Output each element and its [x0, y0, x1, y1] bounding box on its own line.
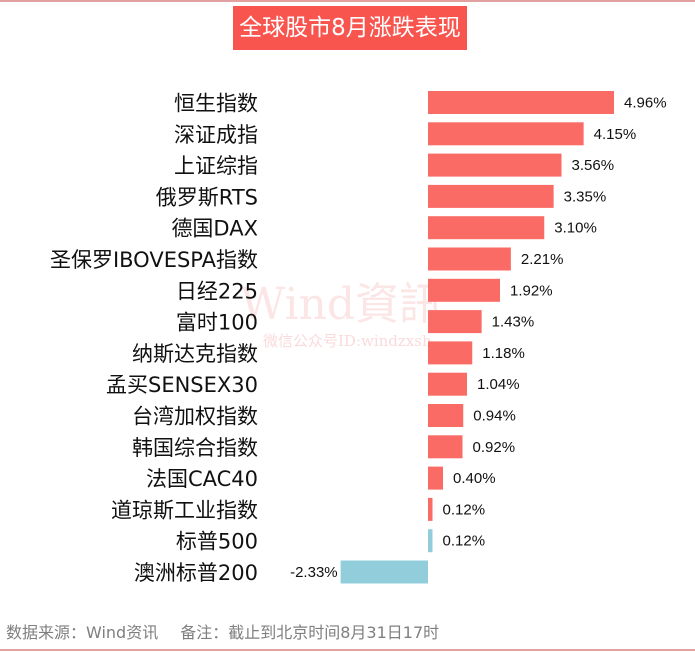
bar	[428, 184, 554, 208]
category-label: 深证成指	[174, 123, 258, 147]
data-label: 1.92%	[510, 282, 553, 299]
data-label: 0.12%	[443, 501, 486, 518]
data-label: 1.04%	[477, 376, 520, 393]
data-label: 3.56%	[572, 157, 615, 174]
category-label: 恒生指数	[174, 92, 258, 116]
chart-title: 全球股市8月涨跌表现	[233, 6, 467, 50]
category-label: 俄罗斯RTS	[156, 185, 258, 209]
watermark-logo: Wind資訊	[240, 279, 444, 330]
category-label: 纳斯达克指数	[132, 342, 258, 366]
bar	[428, 404, 464, 427]
bar	[428, 310, 482, 334]
bar	[428, 529, 433, 553]
data-label: 3.10%	[554, 220, 597, 237]
data-label: 1.18%	[482, 345, 525, 362]
watermark-id: 微信公众号ID:windzxsh	[263, 332, 432, 350]
time-note: 备注：截止到北京时间8月31日17时	[180, 623, 440, 642]
data-label: 3.35%	[564, 188, 607, 205]
category-label: 澳洲标普200	[134, 561, 258, 585]
data-label: 1.43%	[492, 314, 535, 331]
footer: 数据来源：Wind资讯 备注：截止到北京时间8月31日17时	[6, 619, 439, 643]
bar	[428, 341, 473, 365]
category-label: 道琼斯工业指数	[111, 498, 258, 522]
category-label: 台湾加权指数	[132, 405, 258, 429]
category-label: 标普500	[176, 530, 258, 554]
data-label: -2.33%	[290, 564, 338, 581]
category-label: 韩国综合指数	[132, 436, 258, 460]
top-border	[0, 0, 695, 2]
bar	[428, 122, 584, 146]
bar	[340, 560, 428, 584]
bar	[428, 216, 545, 240]
bottom-border	[0, 649, 695, 651]
category-label: 德国DAX	[171, 217, 258, 241]
bar	[428, 466, 443, 490]
data-label: 2.21%	[521, 251, 564, 268]
bar	[428, 153, 562, 177]
data-label: 0.94%	[473, 408, 516, 425]
data-label: 0.12%	[443, 533, 486, 550]
bar	[428, 278, 500, 302]
bar	[428, 247, 511, 271]
bar	[428, 372, 467, 396]
data-label: 0.92%	[473, 439, 516, 456]
category-label: 圣保罗IBOVESPA指数	[50, 248, 258, 272]
category-label: 孟买SENSEX30	[106, 373, 258, 397]
category-label: 日经225	[176, 279, 258, 303]
data-label: 4.96%	[624, 95, 667, 112]
source-note: 数据来源：Wind资讯	[6, 623, 159, 642]
category-label: 上证综指	[174, 154, 258, 178]
bar	[428, 91, 614, 114]
bar	[428, 435, 463, 459]
bar	[428, 497, 433, 521]
category-label: 法国CAC40	[146, 467, 258, 491]
data-label: 0.40%	[453, 470, 496, 487]
category-label: 富时100	[176, 311, 258, 335]
data-label: 4.15%	[594, 126, 637, 143]
